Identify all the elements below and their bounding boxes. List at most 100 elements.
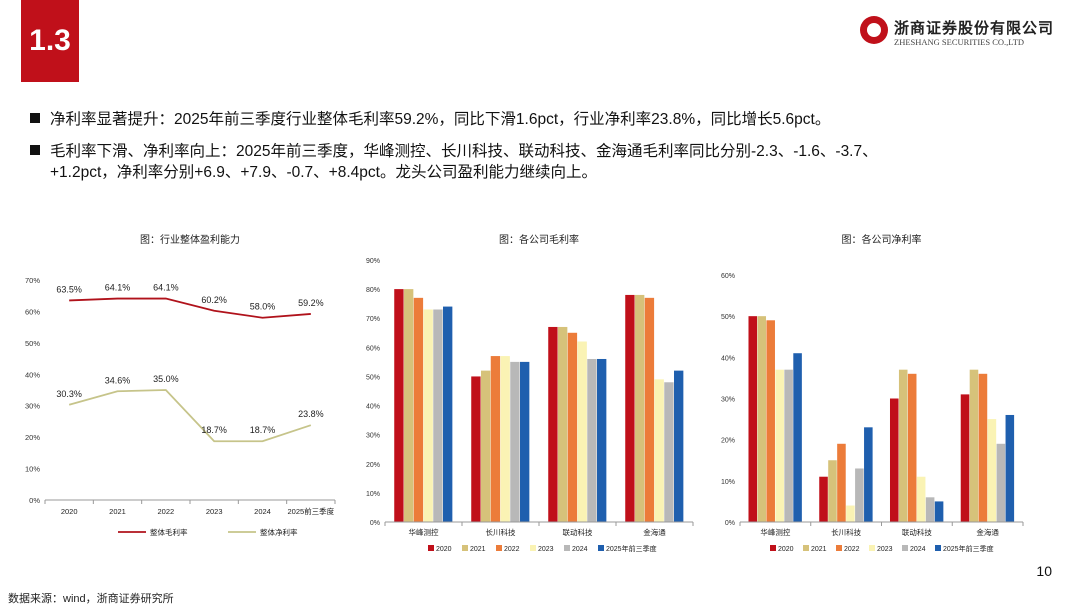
bar-金海通-2020: [960, 394, 970, 522]
chart-company-net-margin: 图：各公司净利率 0% 10% 20% 30% 40% 50% 60% 华峰测控 长川科技 联动科技…: [721, 233, 1024, 553]
legend-label: 2021: [811, 546, 827, 553]
y-tick-label: 50%: [25, 339, 40, 348]
bar-华峰测控-2020: [394, 289, 404, 522]
bar-长川科技-2024: [510, 361, 520, 522]
bar-金海通-2023: [987, 419, 997, 522]
legend-swatch: [770, 545, 776, 551]
y-tick-label: 0%: [370, 520, 380, 527]
data-label: 58.0%: [250, 302, 276, 312]
bullet-text-2-continued: +1.2pct，净利率分别+6.9、+7.9、-0.7、+8.4pct。龙头公司…: [50, 164, 597, 181]
bullet-text-1: 净利率显著提升：2025年前三季度行业整体毛利率59.2%，同比下滑1.6pct…: [50, 111, 831, 128]
y-tick-label: 60%: [721, 273, 735, 280]
bar-长川科技-2022: [490, 356, 501, 522]
bar-华峰测控-2023: [775, 369, 784, 522]
y-tick-label: 30%: [366, 433, 380, 440]
bar-华峰测控-2022: [766, 320, 775, 522]
data-label: 59.2%: [298, 298, 324, 308]
x-tick-label: 华峰测控: [409, 527, 439, 537]
bar-联动科技-2022: [907, 373, 917, 522]
legend-swatch: [935, 545, 941, 551]
data-label: 18.7%: [201, 425, 227, 435]
x-tick-label: 长川科技: [486, 527, 516, 537]
legend-swatch: [869, 545, 875, 551]
bar-联动科技-2022: [567, 332, 578, 522]
legend-label: 整体净利率: [260, 527, 298, 537]
y-tick-label: 80%: [366, 287, 380, 294]
bar-联动科技-2025年前三季度: [934, 501, 944, 522]
bar-联动科技-2021: [898, 369, 908, 522]
legend-label: 2023: [538, 546, 554, 553]
x-tick-label: 长川科技: [831, 527, 861, 537]
bullet-square-icon: [30, 145, 40, 155]
legend-label: 2025年前三季度: [606, 544, 657, 553]
y-tick-label: 30%: [25, 402, 40, 411]
data-label: 60.2%: [201, 295, 227, 305]
y-tick-label: 10%: [25, 465, 40, 474]
legend-swatch: [836, 545, 842, 551]
legend-swatch: [496, 545, 502, 551]
x-tick-label: 金海通: [976, 527, 999, 537]
legend-label: 2021: [470, 546, 486, 553]
legend-label: 整体毛利率: [150, 527, 188, 537]
bar-联动科技-2023: [916, 476, 926, 522]
bar-长川科技-2025年前三季度: [864, 427, 873, 522]
bar-长川科技-2024: [855, 468, 864, 522]
x-tick-label: 金海通: [643, 527, 666, 537]
bar-金海通-2021: [969, 369, 979, 522]
chart-industry-profitability: 图：行业整体盈利能力 0% 10% 20% 30% 40% 50% 60% 70% 2020 202…: [25, 233, 336, 537]
data-label: 18.7%: [250, 425, 276, 435]
series-line-1: [68, 389, 312, 443]
data-label: 64.1%: [105, 283, 131, 293]
bullet-square-icon: [30, 113, 40, 123]
bar-金海通-2022: [644, 297, 655, 522]
chart-title: 图：行业整体盈利能力: [140, 233, 240, 246]
legend-label: 2020: [778, 546, 794, 553]
y-tick-label: 30%: [721, 397, 735, 404]
data-label: 35.0%: [153, 374, 179, 384]
y-tick-label: 0%: [29, 496, 40, 505]
bar-金海通-2022: [978, 373, 988, 522]
bar-华峰测控-2020: [748, 316, 758, 522]
data-label: 63.5%: [56, 284, 82, 294]
x-tick-label: 2021: [109, 507, 126, 516]
bar-联动科技-2020: [889, 398, 899, 522]
legend-label: 2020: [436, 546, 452, 553]
x-tick-label: 2020: [61, 507, 78, 516]
section-number-badge: 1.3: [21, 0, 79, 82]
bar-长川科技-2023: [846, 505, 855, 522]
bar-华峰测控-2025年前三季度: [443, 306, 453, 522]
y-tick-label: 40%: [366, 404, 380, 411]
logo-name-cn: 浙商证券股份有限公司: [894, 20, 1055, 37]
bar-华峰测控-2021: [403, 289, 414, 522]
y-tick-label: 70%: [366, 316, 380, 323]
legend-label: 2022: [844, 546, 860, 553]
bar-华峰测控-2025年前三季度: [793, 353, 802, 522]
bullet-point-2: 毛利率下滑、净利率向上：2025年前三季度，华峰测控、长川科技、联动科技、金海通…: [30, 141, 1030, 183]
legend-label: 2025年前三季度: [943, 544, 994, 553]
y-tick-label: 70%: [25, 276, 40, 285]
chart-title: 图：各公司毛利率: [499, 233, 579, 246]
bar-长川科技-2020: [819, 476, 828, 522]
bar-长川科技-2022: [837, 443, 846, 522]
bar-金海通-2023: [654, 379, 664, 522]
bar-联动科技-2023: [577, 341, 587, 522]
x-tick-label: 联动科技: [563, 527, 593, 537]
x-tick-label: 2023: [206, 507, 223, 516]
bar-联动科技-2025年前三季度: [597, 358, 607, 522]
bar-金海通-2024: [996, 443, 1006, 522]
logo-name-en: ZHESHANG SECURITIES CO.,LTD: [894, 37, 1025, 47]
legend-swatch: [530, 545, 536, 551]
y-tick-label: 50%: [366, 374, 380, 381]
bar-华峰测控-2022: [413, 297, 424, 522]
series-line-0: [69, 297, 311, 319]
y-tick-label: 20%: [366, 462, 380, 469]
legend-label: 2024: [910, 546, 926, 553]
y-tick-label: 50%: [721, 314, 735, 321]
legend-label: 2024: [572, 546, 588, 553]
bullet-text-2: 毛利率下滑、净利率向上：2025年前三季度，华峰测控、长川科技、联动科技、金海通…: [50, 143, 878, 160]
bar-华峰测控-2021: [757, 316, 767, 522]
bar-金海通-2024: [664, 382, 674, 522]
x-tick-label: 联动科技: [902, 527, 932, 537]
bar-华峰测控-2024: [433, 309, 443, 522]
y-tick-label: 40%: [25, 370, 40, 379]
